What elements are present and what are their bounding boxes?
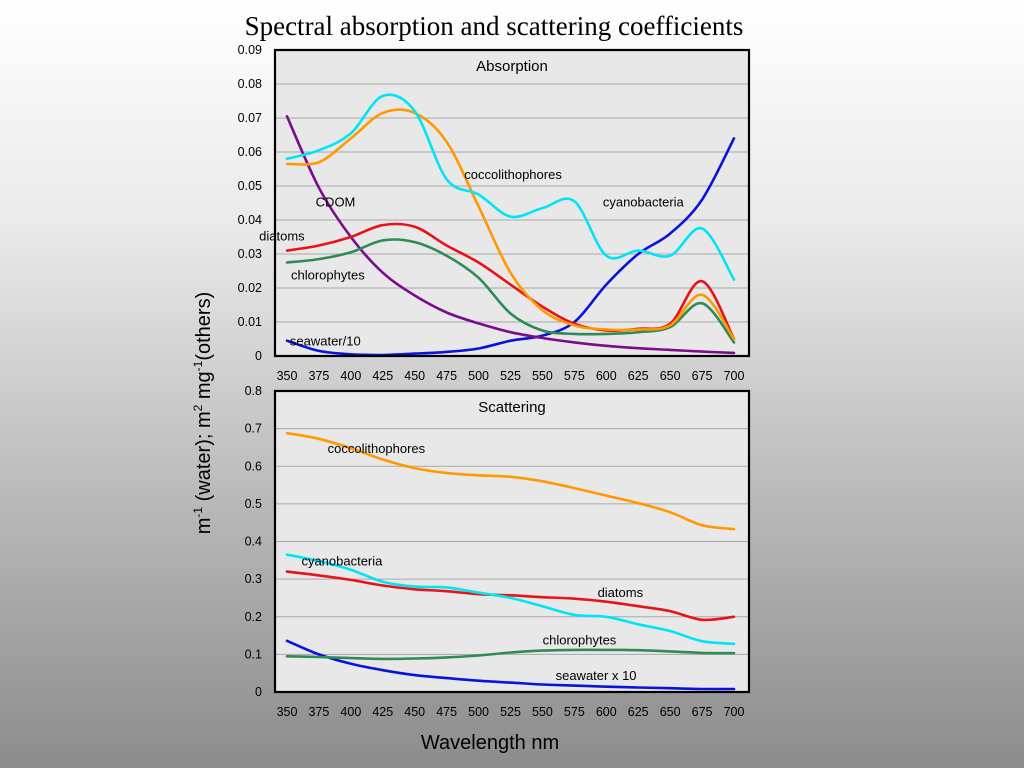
figure-title: Spectral absorption and scattering coeff…	[245, 11, 744, 41]
absorption-y-tick-label: 0.07	[238, 111, 262, 125]
scattering-label-diatoms: diatoms	[598, 585, 644, 600]
scattering-x-tick-label: 375	[308, 705, 329, 719]
absorption-series-cdom	[285, 115, 736, 355]
absorption-y-tick-label: 0.08	[238, 77, 262, 91]
scattering-y-tick-label: 0.1	[245, 647, 262, 661]
absorption-series-cyanobacteria	[285, 93, 736, 281]
scattering-x-tick-label: 500	[468, 705, 489, 719]
absorption-x-tick-label: 400	[340, 369, 361, 383]
scattering-y-tick-label: 0.7	[245, 422, 262, 436]
absorption-series-seawater-10	[285, 137, 736, 357]
absorption-plot-area	[275, 50, 749, 356]
scattering-x-tick-label: 400	[340, 705, 361, 719]
scattering-y-tick-label: 0.5	[245, 497, 262, 511]
scattering-y-tick-label: 0.3	[245, 572, 262, 586]
absorption-y-tick-label: 0.01	[238, 315, 262, 329]
scattering-x-tick-label: 575	[564, 705, 585, 719]
scattering-x-tick-label: 450	[404, 705, 425, 719]
absorption-x-tick-label: 675	[692, 369, 713, 383]
absorption-x-tick-label: 575	[564, 369, 585, 383]
scattering-label-coccolithophores: coccolithophores	[328, 441, 426, 456]
absorption-label-seawater-10: seawater/10	[290, 334, 361, 349]
scattering-label-chlorophytes: chlorophytes	[543, 632, 617, 647]
absorption-x-tick-label: 625	[628, 369, 649, 383]
scattering-panel-title: Scattering	[478, 399, 546, 416]
absorption-x-tick-label: 425	[372, 369, 393, 383]
absorption-label-cdom: CDOM	[316, 194, 356, 209]
scattering-series-chlorophytes	[285, 648, 736, 661]
absorption-x-tick-label: 550	[532, 369, 553, 383]
absorption-panel: 0 0.01 0.02 0.03 0.04 0.05 0.06 0.07 0.08 0.09 350…	[238, 43, 751, 383]
scattering-y-tick-label: 0.2	[245, 610, 262, 624]
scattering-series-cyanobacteria	[285, 553, 736, 646]
absorption-y-tick-label: 0.03	[238, 247, 262, 261]
scattering-plot-frame	[273, 389, 751, 694]
absorption-panel-title: Absorption	[476, 58, 548, 75]
absorption-label-cyanobacteria: cyanobacteria	[603, 194, 685, 209]
scattering-label-seawater-x-10: seawater x 10	[556, 668, 637, 683]
scattering-x-tick-label: 350	[277, 705, 298, 719]
absorption-plot-frame	[273, 48, 751, 358]
scattering-y-tick-label: 0.6	[245, 459, 262, 473]
scattering-x-tick-label: 650	[660, 705, 681, 719]
y-axis-label: m-1 (water); m2 mg-1(others)	[191, 292, 215, 535]
absorption-series-coccolithophores	[285, 108, 736, 341]
absorption-y-tick-label: 0.05	[238, 179, 262, 193]
scattering-series-seawater-x-10	[285, 639, 736, 691]
absorption-y-tick-label: 0.02	[238, 281, 262, 295]
absorption-x-tick-label: 375	[308, 369, 329, 383]
absorption-y-tick-label: 0.06	[238, 145, 262, 159]
scattering-label-cyanobacteria: cyanobacteria	[301, 553, 383, 568]
absorption-label-chlorophytes: chlorophytes	[291, 267, 365, 282]
absorption-x-tick-label: 600	[596, 369, 617, 383]
absorption-y-tick-label: 0	[255, 349, 262, 363]
scattering-series-diatoms	[285, 570, 736, 622]
absorption-y-tick-label: 0.04	[238, 213, 262, 227]
scattering-x-tick-label: 550	[532, 705, 553, 719]
absorption-label-diatoms: diatoms	[259, 228, 305, 243]
scattering-y-tick-label: 0	[255, 685, 262, 699]
scattering-series-coccolithophores	[285, 431, 736, 531]
absorption-x-tick-label: 450	[404, 369, 425, 383]
scattering-x-tick-label: 475	[436, 705, 457, 719]
absorption-y-tick-label: 0.09	[238, 43, 262, 57]
scattering-x-tick-label: 525	[500, 705, 521, 719]
absorption-x-tick-label: 700	[724, 369, 745, 383]
absorption-x-tick-label: 650	[660, 369, 681, 383]
scattering-x-tick-label: 700	[724, 705, 745, 719]
scattering-x-tick-label: 600	[596, 705, 617, 719]
absorption-x-tick-label: 500	[468, 369, 489, 383]
absorption-x-tick-label: 525	[500, 369, 521, 383]
absorption-label-coccolithophores: coccolithophores	[464, 167, 562, 182]
absorption-series-chlorophytes	[285, 238, 736, 344]
scattering-x-tick-label: 625	[628, 705, 649, 719]
scattering-panel: 0 0.1 0.2 0.3 0.4 0.5 0.6 0.7 0.8 350 375 400 425 450…	[245, 384, 751, 719]
scattering-x-tick-label: 675	[692, 705, 713, 719]
absorption-x-tick-label: 350	[277, 369, 298, 383]
x-axis-label: Wavelength nm	[421, 732, 559, 754]
absorption-x-tick-label: 475	[436, 369, 457, 383]
scattering-y-tick-label: 0.4	[245, 535, 262, 549]
scattering-y-tick-label: 0.8	[245, 384, 262, 398]
scattering-x-tick-label: 425	[372, 705, 393, 719]
